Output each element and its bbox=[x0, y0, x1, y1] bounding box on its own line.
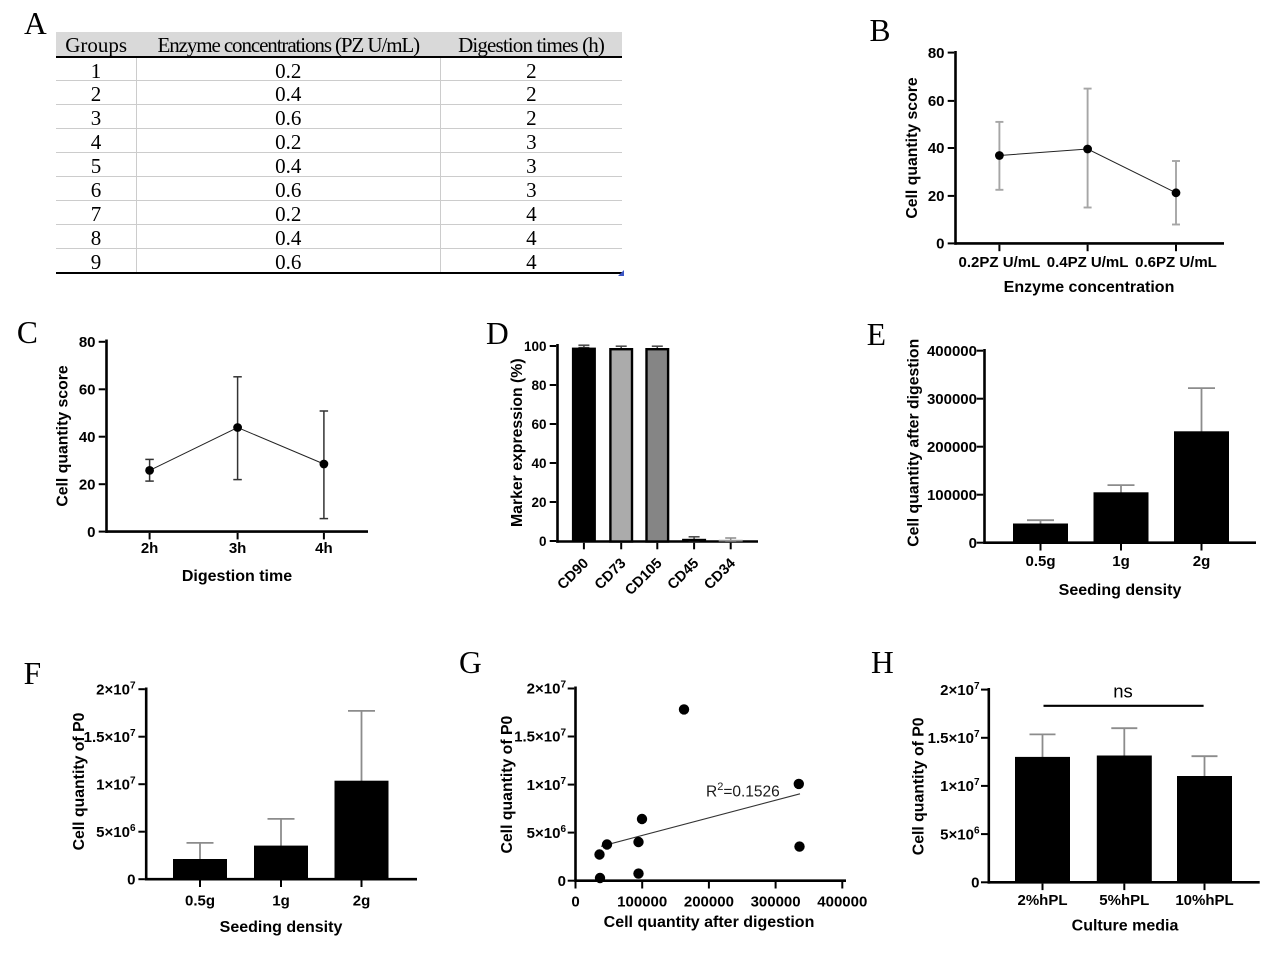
svg-text:40: 40 bbox=[79, 429, 96, 446]
svg-text:CD34: CD34 bbox=[701, 556, 739, 594]
svg-text:300000: 300000 bbox=[751, 893, 801, 910]
svg-text:R2=0.1526: R2=0.1526 bbox=[706, 781, 780, 801]
svg-text:100000: 100000 bbox=[927, 487, 977, 504]
svg-text:5×106: 5×106 bbox=[527, 824, 567, 842]
svg-text:Cell quantity of P0: Cell quantity of P0 bbox=[71, 712, 88, 850]
svg-text:0: 0 bbox=[539, 534, 547, 549]
svg-text:0: 0 bbox=[571, 893, 579, 910]
svg-text:0: 0 bbox=[558, 873, 566, 890]
svg-text:Cell quantity of P0: Cell quantity of P0 bbox=[499, 715, 516, 853]
svg-text:Cell quantity after digestion: Cell quantity after digestion bbox=[906, 339, 923, 547]
svg-text:2×107: 2×107 bbox=[527, 680, 567, 698]
svg-text:0.2PZ U/mL: 0.2PZ U/mL bbox=[959, 254, 1041, 271]
svg-text:10%hPL: 10%hPL bbox=[1175, 892, 1233, 909]
svg-text:0: 0 bbox=[127, 871, 135, 888]
svg-text:1g: 1g bbox=[1112, 553, 1130, 570]
svg-text:2g: 2g bbox=[1193, 553, 1211, 570]
svg-text:2%hPL: 2%hPL bbox=[1017, 892, 1067, 909]
svg-text:1.5×107: 1.5×107 bbox=[514, 728, 566, 746]
svg-text:4h: 4h bbox=[315, 540, 333, 557]
svg-text:80: 80 bbox=[79, 334, 96, 351]
svg-text:20: 20 bbox=[928, 188, 945, 205]
svg-text:20: 20 bbox=[79, 476, 96, 493]
svg-text:5%hPL: 5%hPL bbox=[1099, 892, 1149, 909]
svg-text:2×107: 2×107 bbox=[940, 681, 980, 699]
svg-text:40: 40 bbox=[928, 140, 945, 157]
svg-text:2h: 2h bbox=[141, 540, 159, 557]
svg-text:CD105: CD105 bbox=[622, 556, 665, 599]
svg-text:Seeding density: Seeding density bbox=[1059, 582, 1182, 599]
svg-text:1.5×107: 1.5×107 bbox=[84, 728, 136, 746]
svg-text:400000: 400000 bbox=[817, 893, 867, 910]
svg-text:0: 0 bbox=[936, 236, 944, 253]
svg-text:0: 0 bbox=[971, 875, 979, 892]
svg-text:60: 60 bbox=[928, 93, 945, 110]
svg-text:Cell quantity after digestion: Cell quantity after digestion bbox=[604, 914, 815, 931]
svg-text:2g: 2g bbox=[353, 893, 371, 910]
svg-text:0.4PZ U/mL: 0.4PZ U/mL bbox=[1047, 254, 1129, 271]
svg-text:0: 0 bbox=[969, 535, 977, 552]
svg-text:400000: 400000 bbox=[927, 343, 977, 360]
svg-text:60: 60 bbox=[79, 382, 96, 399]
svg-text:1g: 1g bbox=[272, 893, 290, 910]
svg-text:3h: 3h bbox=[229, 540, 247, 557]
svg-text:60: 60 bbox=[531, 417, 546, 432]
svg-text:5×106: 5×106 bbox=[940, 825, 980, 843]
svg-text:200000: 200000 bbox=[927, 439, 977, 456]
svg-text:Marker expression (%): Marker expression (%) bbox=[509, 358, 526, 527]
svg-text:1×107: 1×107 bbox=[940, 777, 980, 795]
svg-text:20: 20 bbox=[531, 495, 546, 510]
svg-text:1×107: 1×107 bbox=[96, 775, 136, 793]
svg-text:Cell quantity score: Cell quantity score bbox=[904, 77, 921, 219]
svg-text:Enzyme concentration: Enzyme concentration bbox=[1004, 279, 1175, 296]
svg-text:2×107: 2×107 bbox=[96, 680, 136, 698]
svg-text:0.5g: 0.5g bbox=[1025, 553, 1055, 570]
svg-text:0: 0 bbox=[87, 524, 95, 541]
svg-text:1×107: 1×107 bbox=[527, 776, 567, 794]
svg-text:80: 80 bbox=[928, 45, 945, 62]
svg-text:Cell quantity score: Cell quantity score bbox=[55, 365, 72, 507]
svg-text:Cell quantity of P0: Cell quantity of P0 bbox=[911, 717, 928, 855]
svg-text:ns: ns bbox=[1113, 681, 1133, 702]
svg-text:0.5g: 0.5g bbox=[185, 893, 215, 910]
svg-text:80: 80 bbox=[531, 378, 546, 393]
svg-text:5×106: 5×106 bbox=[96, 823, 136, 841]
svg-text:1.5×107: 1.5×107 bbox=[928, 729, 980, 747]
svg-text:Culture media: Culture media bbox=[1072, 918, 1179, 935]
svg-text:200000: 200000 bbox=[684, 893, 734, 910]
svg-text:300000: 300000 bbox=[927, 391, 977, 408]
svg-text:100000: 100000 bbox=[617, 893, 667, 910]
svg-text:100: 100 bbox=[524, 339, 547, 354]
svg-text:CD45: CD45 bbox=[665, 556, 703, 594]
svg-text:40: 40 bbox=[531, 456, 546, 471]
svg-text:Seeding density: Seeding density bbox=[220, 919, 343, 936]
svg-text:Digestion time: Digestion time bbox=[182, 568, 292, 585]
svg-text:0.6PZ U/mL: 0.6PZ U/mL bbox=[1135, 254, 1217, 271]
svg-text:CD90: CD90 bbox=[555, 556, 593, 594]
